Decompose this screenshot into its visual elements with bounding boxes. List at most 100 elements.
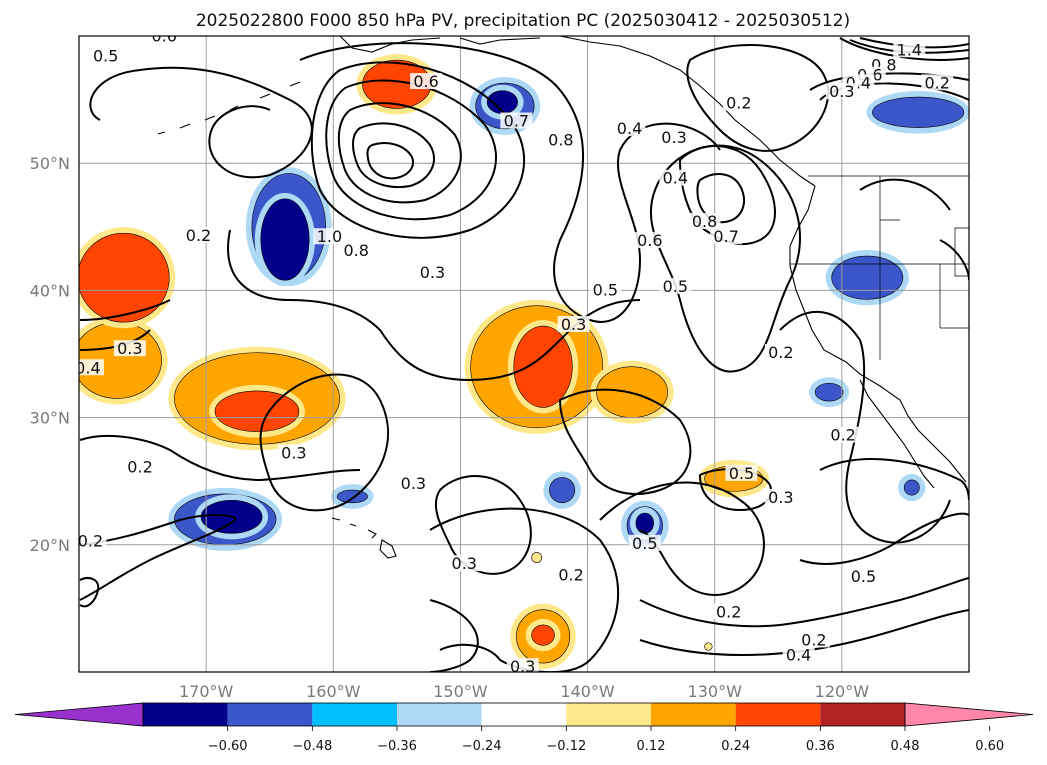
precip-area xyxy=(903,479,920,496)
hawaii-islands xyxy=(331,517,397,559)
colorbar-tick-label: −0.60 xyxy=(208,739,248,754)
contour-line xyxy=(434,475,532,575)
map-frame xyxy=(78,35,970,673)
precip-area xyxy=(635,512,654,534)
contour-line xyxy=(429,507,620,672)
contour-line xyxy=(686,44,829,152)
contour-label-bg xyxy=(544,131,577,148)
contour-label-bg xyxy=(782,646,815,663)
contour-line xyxy=(799,512,969,565)
contour-label: 0.3 xyxy=(117,339,142,358)
colorbar-tick-label: 0.24 xyxy=(721,739,750,754)
contour-labels: 0.50.60.60.70.80.4 0.30.20.40.80.70.60.50… xyxy=(79,26,954,672)
contour-label-bg xyxy=(825,83,858,100)
contour-line xyxy=(79,577,100,608)
colorbar-segment xyxy=(820,703,905,726)
colorbar: −0.60 −0.48 −0.36 −0.24 −0.12 0.12 0.24 0.36 0.4… xyxy=(14,702,1034,754)
contour-label-bg xyxy=(659,277,692,294)
contour-label-bg xyxy=(557,316,590,333)
colorbar-segment xyxy=(566,703,651,726)
lat-tick-label: 50°N xyxy=(30,154,70,173)
colorbar-segment xyxy=(735,703,821,726)
contour-label-bg xyxy=(725,464,758,481)
colorbar-tick-label: −0.36 xyxy=(377,739,417,754)
contour-label: 0.2 xyxy=(801,630,826,649)
contour-label: 0.7 xyxy=(713,227,738,246)
colorbar-segment xyxy=(227,703,313,726)
colorbar-tick-label: 0.48 xyxy=(891,739,920,754)
longitude-ticks: 170°W 160°W 150°W 140°W 130°W 120°W xyxy=(179,682,869,701)
map-panel: 0.50.60.60.70.80.4 0.30.20.40.80.70.60.50… xyxy=(78,26,970,673)
lon-tick-label: 140°W xyxy=(560,682,615,701)
contour-label: 0.6 xyxy=(151,26,176,45)
lon-tick-label: 130°W xyxy=(688,682,743,701)
contour-line xyxy=(429,599,479,672)
precip-area xyxy=(513,325,573,408)
latitude-ticks: 20°N 30°N 40°N 50°N xyxy=(30,154,70,555)
precip-area xyxy=(872,96,965,128)
contour-label: 0.2 xyxy=(558,566,583,585)
contour-label-bg xyxy=(79,359,104,376)
contour-label: 0.5 xyxy=(729,464,754,483)
contour-label-bg xyxy=(555,566,588,583)
contour-label-bg xyxy=(124,458,157,475)
contour-label-bg xyxy=(628,534,661,551)
contour-label: 0.8 xyxy=(343,241,368,260)
contour-label-bg xyxy=(589,281,622,298)
precip-area xyxy=(214,390,300,432)
precip-area xyxy=(531,552,543,563)
contour-label-bg xyxy=(113,340,146,357)
contour-label: 0.4 xyxy=(786,646,811,665)
colorbar-segment xyxy=(481,703,567,726)
chart-title: 2025022800 F000 850 hPa PV, precipitatio… xyxy=(196,11,850,31)
contour-label: 0.7 xyxy=(504,111,529,130)
colorbar-segment xyxy=(651,703,736,726)
lat-tick-label: 20°N xyxy=(30,536,70,555)
contour-label: 0.3 xyxy=(452,554,477,573)
contour-label: 0.2 xyxy=(186,226,211,245)
contour-label: 0.5 xyxy=(663,277,688,296)
contour-label: 0.2 xyxy=(768,343,793,362)
colorbar-tick-label: 0.36 xyxy=(806,739,835,754)
colorbar-segment xyxy=(143,703,228,726)
west-coast xyxy=(789,185,967,483)
contour-label-bg xyxy=(893,41,926,58)
lon-tick-label: 120°W xyxy=(815,682,870,701)
contour-line xyxy=(639,577,969,628)
contour-label-bg xyxy=(79,532,107,549)
lat-tick-label: 30°N xyxy=(30,409,70,428)
precip-area xyxy=(79,232,170,323)
contour-label-bg xyxy=(448,555,481,572)
precip-area xyxy=(831,255,904,300)
lat-tick-label: 40°N xyxy=(30,281,70,300)
colorbar-segment xyxy=(312,703,397,726)
contour-line xyxy=(325,79,497,221)
colorbar-tick-label: 0.12 xyxy=(637,739,666,754)
contour-label: 0.3 xyxy=(768,488,793,507)
contour-label: 0.2 xyxy=(127,457,152,476)
contour-label-bg xyxy=(797,631,830,648)
state-borders xyxy=(790,176,969,360)
colorbar-segments xyxy=(14,702,1034,727)
colorbar-extend-low xyxy=(14,702,144,727)
contour-label-bg xyxy=(633,232,666,249)
contour-label: 0.2 xyxy=(716,602,741,621)
contour-label-bg xyxy=(921,74,954,91)
contour-label: 0.8 xyxy=(692,212,717,231)
contour-label-bg xyxy=(688,212,721,229)
contour-label-bg xyxy=(410,73,443,90)
contour-label: 0.3 xyxy=(420,263,445,282)
baja-coast xyxy=(859,379,935,489)
contour-label: 0.3 xyxy=(661,128,686,147)
contour-label: 0.2 xyxy=(830,426,855,445)
contour-label: 0.5 xyxy=(593,281,618,300)
colorbar-tick-labels: −0.60 −0.48 −0.36 −0.24 −0.12 0.12 0.24 0.36 0.4… xyxy=(208,726,1004,754)
contour-label-bg xyxy=(277,444,310,461)
contour-label: 0.3 xyxy=(281,443,306,462)
lon-tick-label: 170°W xyxy=(179,682,234,701)
contour-label-bg xyxy=(764,489,797,506)
contour-label: 0.6 xyxy=(637,231,662,250)
precip-area xyxy=(814,382,844,402)
coastlines xyxy=(157,36,969,559)
